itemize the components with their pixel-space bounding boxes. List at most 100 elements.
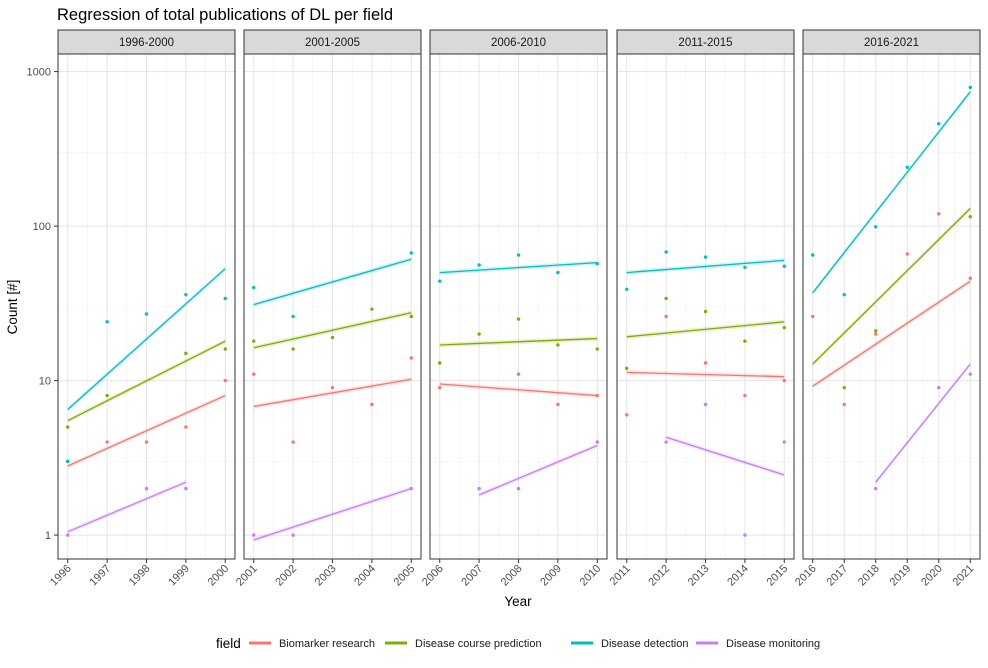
x-tick-label-2008: 2008 — [499, 563, 525, 589]
fit-line-biomarker-research — [626, 371, 785, 378]
y-tick-label-100: 100 — [33, 221, 51, 233]
point-disease-course-prediction-2006 — [438, 361, 442, 365]
point-disease-detection-2016 — [811, 253, 815, 257]
x-tick-label-2007: 2007 — [459, 563, 485, 589]
x-tick-label-2021: 2021 — [951, 563, 977, 589]
point-disease-monitoring-2020 — [937, 385, 941, 390]
point-disease-course-prediction-2021 — [968, 215, 972, 219]
facet-strip-label: 1996-2000 — [119, 37, 174, 49]
y-axis: 1 10 100 1000 — [27, 67, 58, 542]
point-biomarker-research-2013 — [703, 361, 708, 365]
point-biomarker-research-2004 — [370, 402, 374, 407]
x-tick-label-2011: 2011 — [608, 563, 633, 588]
facet-strip — [616, 29, 795, 55]
fit-line-biomarker-research — [253, 378, 412, 408]
point-biomarker-research-2005 — [409, 356, 413, 360]
point-disease-monitoring-2018 — [874, 486, 878, 491]
legend: field Biomarker research Disease course p… — [216, 636, 820, 651]
point-disease-course-prediction-2017 — [842, 385, 846, 390]
legend-label-biomarker-research: Biomarker research — [279, 638, 375, 650]
facet-panel-2016-2021: 2016-2021 2016 2017 2018 2019 2020 2021 — [793, 29, 981, 589]
point-disease-monitoring-2005 — [409, 486, 413, 491]
x-tick-label-2017: 2017 — [825, 563, 851, 589]
point-disease-detection-2019 — [905, 165, 909, 170]
point-disease-course-prediction-2001 — [252, 339, 256, 343]
point-biomarker-research-2001 — [252, 372, 256, 376]
point-disease-course-prediction-2012 — [664, 296, 668, 301]
point-disease-detection-2020 — [937, 122, 941, 126]
point-biomarker-research-2016 — [811, 314, 815, 319]
point-disease-course-prediction-2002 — [291, 347, 295, 351]
point-disease-detection-2015 — [782, 264, 786, 268]
point-disease-course-prediction-2011 — [625, 366, 629, 371]
point-disease-course-prediction-2004 — [370, 307, 374, 311]
x-tick-label-2003: 2003 — [313, 563, 339, 589]
point-disease-monitoring-2002 — [291, 533, 295, 537]
point-disease-monitoring-1996 — [66, 533, 70, 537]
y-tick-label-10: 10 — [39, 376, 51, 388]
fit-line-disease-detection — [439, 261, 598, 274]
x-tick-label-1999: 1999 — [166, 563, 192, 589]
point-disease-course-prediction-2013 — [703, 309, 708, 314]
facet-panel-2011-2015: 2011-2015 2011 2012 2013 2014 2015 — [608, 29, 795, 589]
panel-border — [802, 53, 981, 560]
fit-line-disease-course-prediction — [67, 340, 226, 422]
fit-line-disease-monitoring — [478, 444, 598, 496]
fit-line-biomarker-research — [67, 394, 226, 467]
fit-line-biomarker-research — [812, 280, 971, 387]
x-tick-label-2014: 2014 — [725, 563, 751, 589]
point-disease-course-prediction-2000 — [223, 347, 227, 351]
legend-label-disease-detection: Disease detection — [601, 638, 688, 650]
point-disease-course-prediction-1997 — [105, 393, 109, 398]
y-axis-title: Count [#] — [5, 280, 20, 335]
point-biomarker-research-2000 — [223, 378, 227, 383]
point-disease-detection-2006 — [438, 279, 442, 283]
x-tick-label-1997: 1997 — [87, 563, 113, 589]
point-disease-course-prediction-1996 — [66, 425, 70, 429]
fit-line-disease-monitoring — [67, 481, 187, 533]
point-biomarker-research-2003 — [330, 385, 335, 390]
legend-label-disease-course-prediction: Disease course prediction — [415, 638, 542, 650]
point-biomarker-research-1999 — [184, 425, 188, 429]
point-disease-monitoring-2014 — [743, 533, 747, 537]
facet-strip — [802, 29, 981, 55]
point-disease-monitoring-2013 — [703, 402, 708, 407]
point-biomarker-research-1998 — [144, 440, 149, 444]
point-disease-detection-1999 — [184, 292, 188, 297]
facet-panel-2001-2005: 2001-2005 2001 2002 2003 2004 2005 — [234, 29, 422, 589]
fit-line-disease-monitoring — [665, 436, 785, 476]
y-tick-label-1: 1 — [45, 530, 51, 542]
point-disease-detection-2001 — [252, 285, 256, 290]
chart-title: Regression of total publications of DL p… — [57, 6, 393, 24]
facet-strip-label: 2011-2015 — [678, 37, 732, 49]
x-tick-label-2005: 2005 — [392, 563, 418, 589]
x-tick-label-2010: 2010 — [578, 563, 604, 589]
fit-line-disease-course-prediction — [439, 337, 598, 346]
point-disease-monitoring-2012 — [664, 440, 668, 444]
point-biomarker-research-2014 — [743, 393, 747, 398]
point-disease-course-prediction-2015 — [782, 325, 786, 330]
point-biomarker-research-2020 — [937, 212, 941, 216]
point-disease-detection-1998 — [144, 312, 149, 316]
x-tick-label-2004: 2004 — [352, 563, 378, 589]
fit-line-disease-course-prediction — [812, 208, 971, 365]
point-biomarker-research-2002 — [291, 440, 295, 444]
point-disease-course-prediction-2009 — [556, 343, 560, 347]
point-disease-detection-2008 — [516, 253, 521, 257]
x-tick-label-1998: 1998 — [127, 563, 153, 589]
facet-strip — [57, 29, 236, 55]
x-tick-label-1996: 1996 — [48, 563, 74, 589]
x-tick-label-2018: 2018 — [856, 563, 882, 589]
x-tick-label-2013: 2013 — [686, 563, 712, 589]
fit-line-disease-course-prediction — [626, 321, 785, 338]
point-disease-detection-2007 — [477, 263, 481, 267]
point-disease-course-prediction-1999 — [184, 351, 188, 356]
point-disease-monitoring-2001 — [252, 533, 256, 537]
point-biomarker-research-2009 — [556, 402, 560, 407]
fit-line-disease-course-prediction — [253, 312, 412, 349]
point-disease-detection-2009 — [556, 270, 560, 275]
point-disease-detection-2012 — [664, 250, 668, 254]
facet-strip-label: 2006-2010 — [491, 37, 546, 49]
x-tick-label-2000: 2000 — [206, 563, 232, 589]
